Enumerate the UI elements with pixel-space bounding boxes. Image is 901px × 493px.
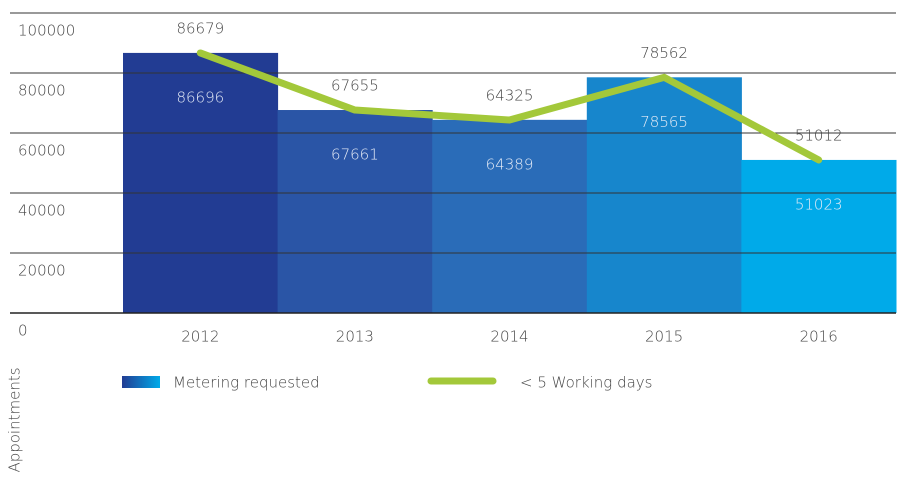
bar [586,77,742,314]
y-tick-label: 60000 [18,142,66,160]
legend-label: < 5 Working days [520,374,652,392]
bar [277,110,433,313]
bar-value-label: 86696 [176,88,224,106]
line [196,49,823,164]
x-tick-label: 2016 [800,328,838,346]
x-tick-label: 2014 [490,328,528,346]
legend-swatch [122,376,160,388]
bar [741,159,897,313]
y-tick-label: 80000 [18,82,66,100]
line-value-label: 86679 [176,19,224,37]
y-tick-label: 0 [18,322,28,340]
bar [432,119,588,313]
line-value-label: 67655 [331,77,379,95]
legend-label: Metering requested [173,374,320,392]
bar-value-label: 78565 [640,113,688,131]
x-tick-label: 2013 [336,328,374,346]
x-tick-label: 2015 [645,328,683,346]
line-value-label: 51012 [795,126,843,144]
bar-value-label: 51023 [795,195,843,213]
bar [123,52,279,314]
y-tick-label: 20000 [18,262,66,280]
line-value-label: 64325 [486,87,534,105]
y-tick-label: 40000 [18,202,66,220]
y-axis-title: Appointments [6,367,24,472]
line-value-label: 78562 [640,44,688,62]
y-tick-label: 100000 [18,22,75,40]
bar-value-label: 67661 [331,146,379,164]
x-tick-label: 2012 [181,328,219,346]
bar-value-label: 64389 [486,155,534,173]
